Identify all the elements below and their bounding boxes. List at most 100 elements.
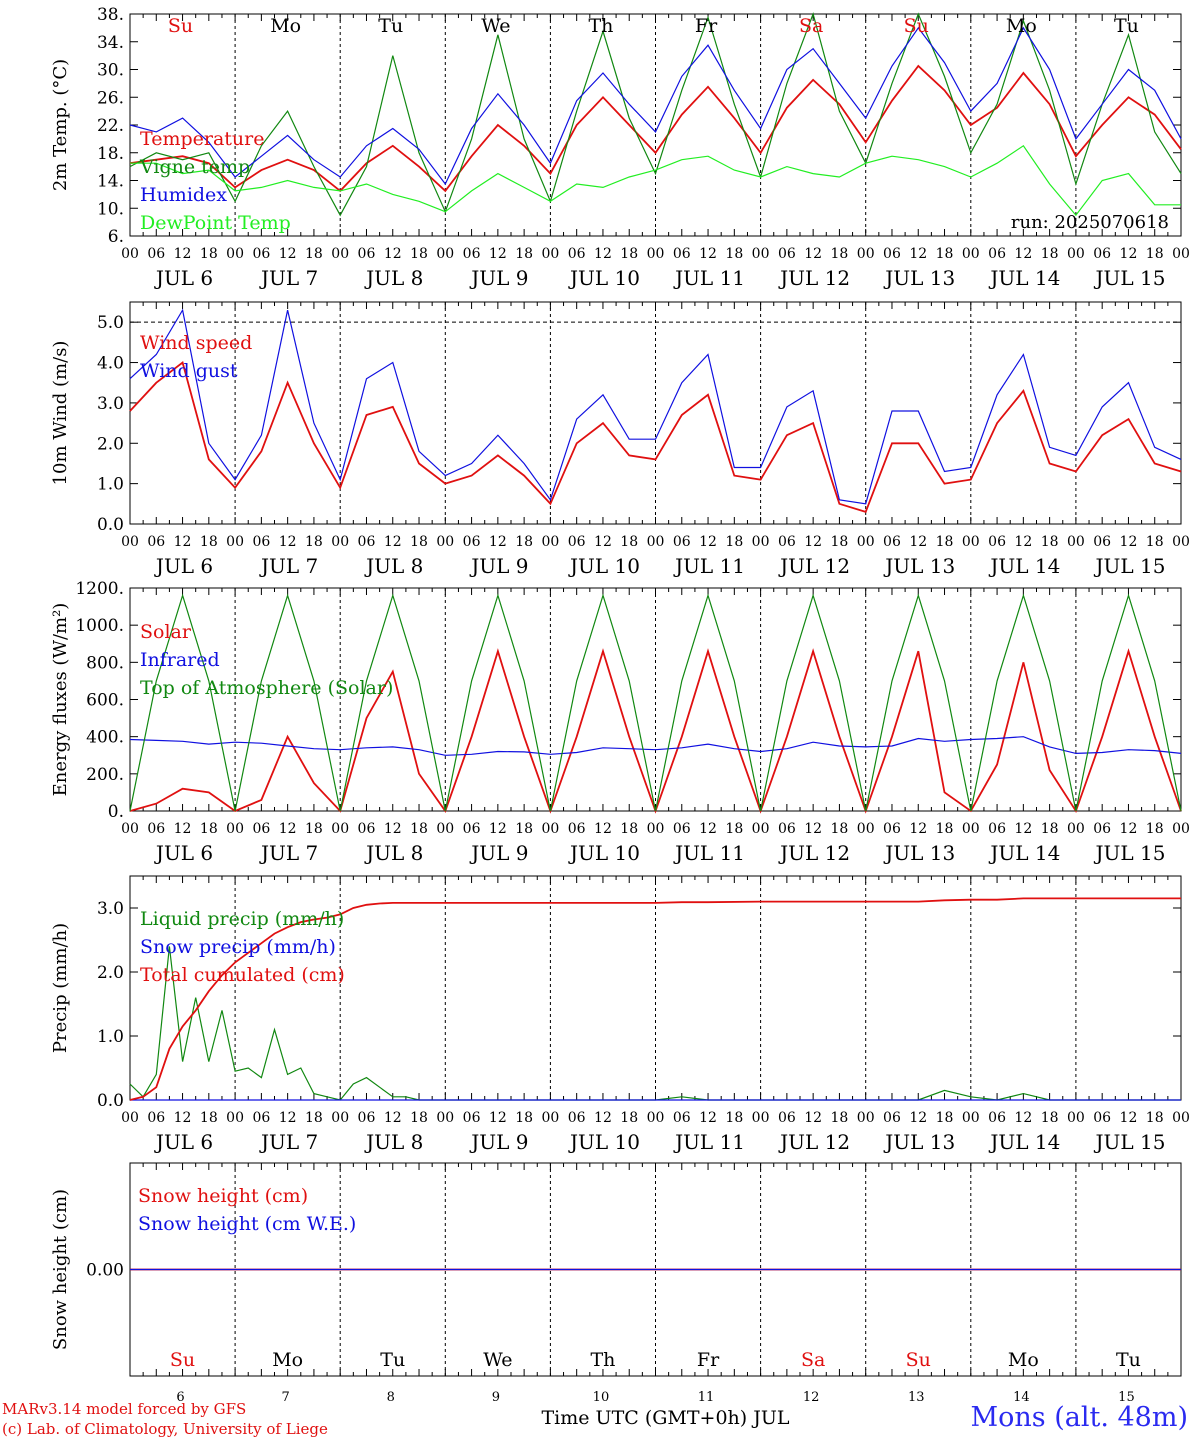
station-label: Mons (alt. 48m) [970,1402,1188,1433]
hour-label: 06 [568,821,586,837]
legend-entry: Liquid precip (mm/h) [140,908,344,930]
y-tick-label: 10. [97,199,124,219]
day-number: 12 [803,1390,820,1405]
hour-label: 12 [594,246,612,262]
hour-label: 06 [1093,534,1111,550]
date-label: JUL 15 [1093,841,1165,865]
weekday-label: Fr [695,15,718,37]
legend-entry: Total cumulated (cm) [140,964,345,986]
hour-label: 12 [1014,821,1032,837]
day-number: 10 [593,1390,610,1405]
hour-label: 12 [699,821,717,837]
y-tick-label: 22. [97,116,124,136]
hour-label: 18 [725,534,743,550]
run-label: run: 2025070618 [1011,212,1169,233]
weekday-label: Su [906,1349,931,1371]
hour-label: 12 [384,1110,402,1126]
hour-label: 06 [778,534,796,550]
hour-label: 00 [436,534,454,550]
hour-label: 06 [252,821,270,837]
date-label: JUL 8 [364,1130,423,1154]
hour-label: 18 [620,1110,638,1126]
hour-label: 06 [147,534,165,550]
hour-label: 00 [752,534,770,550]
weekday-label: Mo [1006,15,1037,37]
y-tick-label: 34. [97,33,124,53]
day-number: 14 [1013,1390,1030,1405]
hour-label: 00 [962,534,980,550]
date-label: JUL 7 [259,841,318,865]
y-tick-label: 2.0 [97,963,124,983]
hour-label: 06 [1093,821,1111,837]
hour-label: 12 [174,821,192,837]
y-axis-label: 2m Temp. (°C) [50,59,71,191]
hour-label: 00 [647,1110,665,1126]
legend-entry: Snow precip (mm/h) [140,936,336,958]
hour-label: 00 [436,246,454,262]
hour-label: 00 [1172,534,1190,550]
hour-label: 00 [226,1110,244,1126]
hour-label: 18 [305,246,323,262]
hour-label: 00 [962,821,980,837]
weekday-label: Tu [1116,1349,1141,1371]
hour-label: 18 [305,821,323,837]
hour-label: 00 [647,246,665,262]
hour-label: 18 [831,246,849,262]
hour-label: 06 [883,1110,901,1126]
hour-label: 00 [752,246,770,262]
date-label: JUL 11 [673,841,745,865]
date-label: JUL 13 [883,554,955,578]
hour-label: 12 [699,246,717,262]
hour-label: 18 [725,1110,743,1126]
hour-label: 00 [541,246,559,262]
hour-label: 18 [410,1110,428,1126]
panel-4 [129,875,1182,1101]
legend-entry: Wind speed [140,332,252,354]
series-line-top-of-atmosphere-solar- [129,593,1182,812]
hour-label: 06 [252,246,270,262]
weekday-label: Mo [272,1349,303,1371]
series-line-liquid-precip-mm-h- [129,946,1181,1101]
legend-entry: Humidex [140,184,227,206]
date-label: JUL 7 [259,1130,318,1154]
date-label: JUL 12 [778,554,850,578]
date-label: JUL 14 [988,266,1060,290]
hour-label: 06 [988,821,1006,837]
hour-label: 12 [174,1110,192,1126]
series-line-wind-speed [129,360,1182,514]
date-label: JUL 6 [154,1130,213,1154]
y-tick-label: 600. [86,691,124,711]
date-label: JUL 15 [1093,1130,1165,1154]
hour-label: 00 [121,534,139,550]
date-label: JUL 11 [673,266,745,290]
y-axis-label: Energy fluxes (W/m²) [50,603,71,797]
hour-label: 18 [725,246,743,262]
hour-label: 00 [857,246,875,262]
hour-label: 12 [489,1110,507,1126]
hour-label: 18 [1041,1110,1059,1126]
y-tick-label: 3.0 [97,394,124,414]
hour-label: 06 [673,821,691,837]
hour-label: 12 [594,821,612,837]
y-tick-label: 1000. [75,616,124,636]
weekday-label: We [483,1349,512,1371]
legend-entry: DewPoint Temp [140,212,291,234]
hour-label: 00 [541,1110,559,1126]
y-tick-label: 14. [97,172,124,192]
hour-label: 06 [988,534,1006,550]
hour-label: 12 [489,534,507,550]
hour-label: 12 [909,821,927,837]
hour-label: 18 [1146,534,1164,550]
hour-label: 06 [463,534,481,550]
date-label: JUL 6 [154,841,213,865]
hour-label: 00 [331,1110,349,1126]
hour-label: 18 [936,821,954,837]
model-credit: MARv3.14 model forced by GFS [2,1400,247,1418]
hour-label: 12 [699,534,717,550]
weekday-label: Su [170,1349,195,1371]
date-label: JUL 13 [883,266,955,290]
hour-label: 06 [147,246,165,262]
hour-label: 12 [1014,246,1032,262]
hour-label: 00 [1067,821,1085,837]
y-tick-label: 0.0 [97,515,124,535]
